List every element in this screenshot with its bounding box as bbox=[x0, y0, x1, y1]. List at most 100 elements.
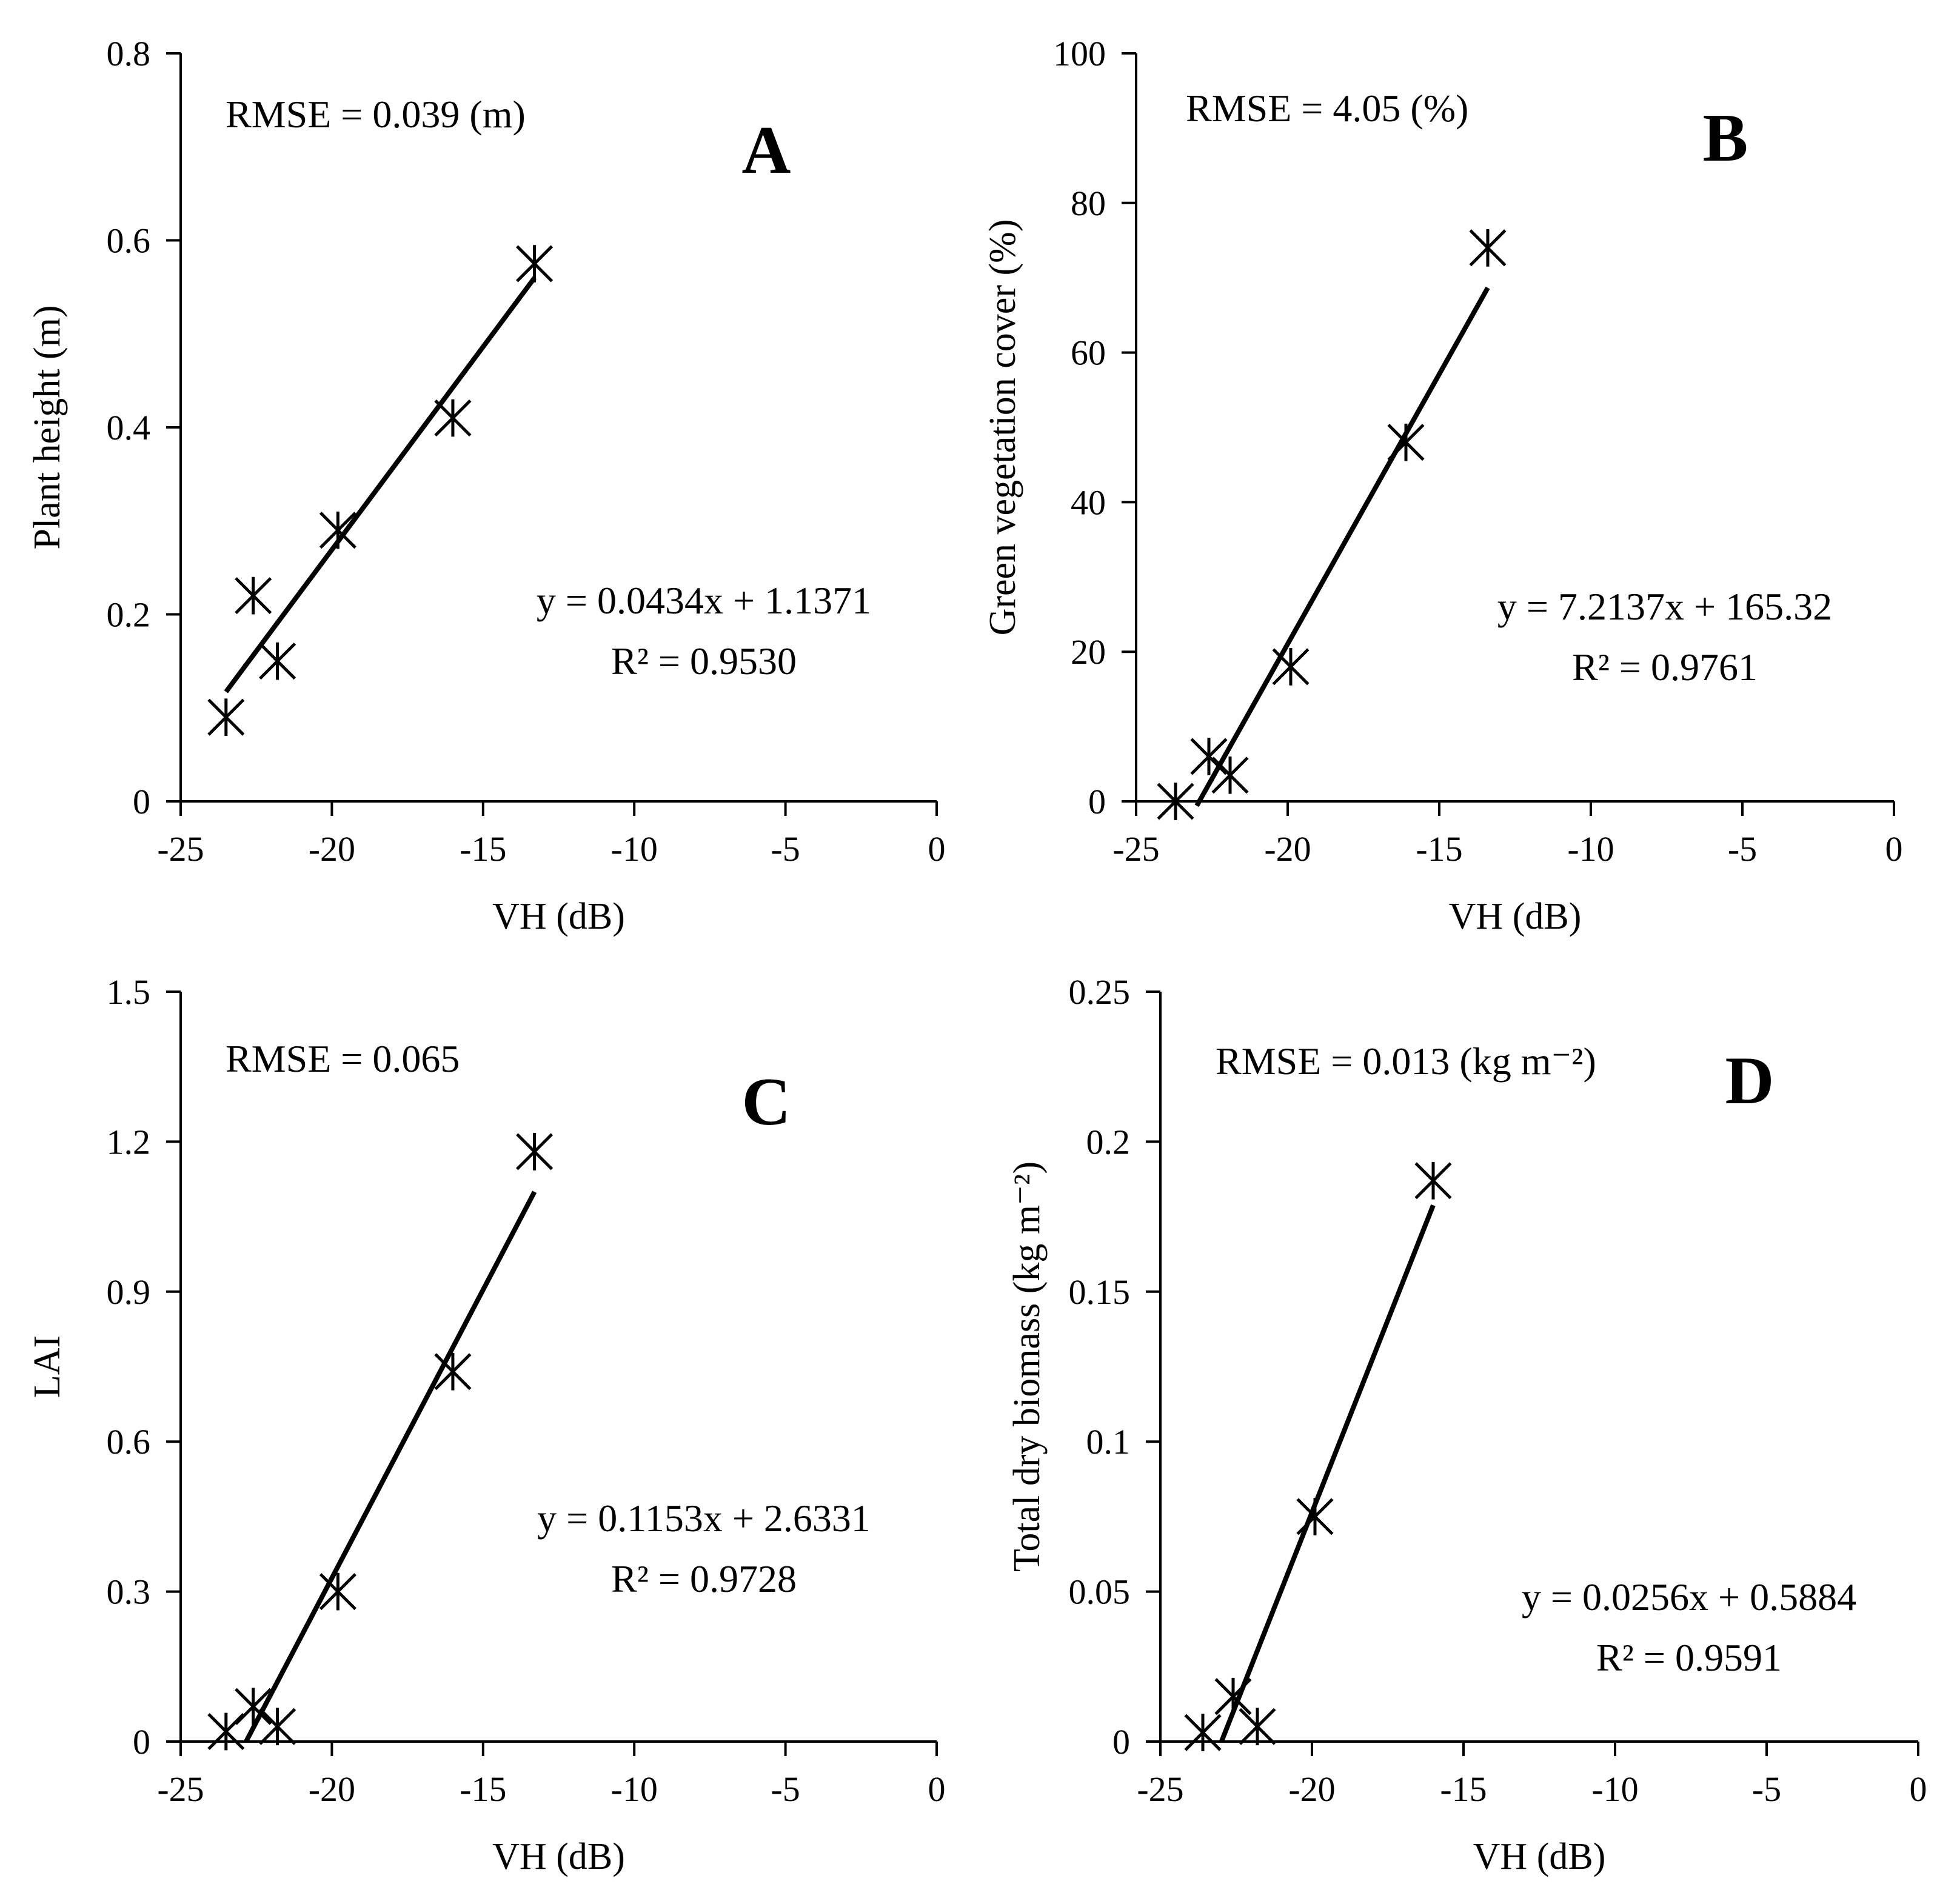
panel-c-y-tick-label: 0.3 bbox=[107, 1572, 151, 1612]
panel-a-x-tick-label: -25 bbox=[157, 829, 204, 869]
panel-c-data-point-6 bbox=[516, 1133, 554, 1171]
panel-d-data-point-1 bbox=[1184, 1714, 1222, 1752]
panel-d-y-tick-label: 0.15 bbox=[1069, 1272, 1131, 1312]
panel-d-x-tick-label: -5 bbox=[1752, 1769, 1781, 1809]
panel-a-data-point-4 bbox=[319, 511, 356, 549]
panel-a-y-tick-label: 0.4 bbox=[107, 408, 151, 447]
panel-c-x-tick-label: -5 bbox=[771, 1769, 800, 1809]
panel-d-letter: D bbox=[1725, 1043, 1775, 1118]
panel-d-x-axis-title: VH (dB) bbox=[1473, 1836, 1606, 1877]
panel-c: -25 -20 -15 -10 -5 0 0 0.3 0.6 0.9 1.2 1.5 VH (dB) LA… bbox=[27, 972, 946, 1877]
panel-b-equation-label: y = 7.2137x + 165.32 bbox=[1497, 585, 1832, 628]
panel-a-x-tick-label: -20 bbox=[309, 829, 355, 869]
panel-b-x-tick-label: -10 bbox=[1567, 829, 1614, 869]
panel-b-data-point-1 bbox=[1157, 783, 1194, 820]
panel-a-x-tick-label: -10 bbox=[611, 829, 658, 869]
panel-d-rmse-label: RMSE = 0.013 (kg m⁻²) bbox=[1216, 1040, 1596, 1083]
panel-a-data-point-2 bbox=[235, 576, 272, 615]
panel-a-y-tick-label: 0.6 bbox=[107, 221, 151, 261]
panel-a-trendline bbox=[224, 276, 537, 693]
panel-c-r2-label: R² = 0.9728 bbox=[611, 1557, 797, 1600]
panel-b-y-tick-label: 100 bbox=[1053, 34, 1106, 73]
panel-c-letter: C bbox=[742, 1064, 791, 1140]
panel-d-trendline bbox=[1219, 1204, 1436, 1742]
panel-b-letter: B bbox=[1703, 101, 1748, 176]
panel-b-x-tick-label: -25 bbox=[1112, 829, 1159, 869]
panel-d-y-tick-label: 0.05 bbox=[1069, 1572, 1131, 1612]
panel-b-x-tick-label: -5 bbox=[1728, 829, 1757, 869]
panel-c-x-axis-title: VH (dB) bbox=[492, 1836, 625, 1877]
panel-c-x-tick-label: -25 bbox=[157, 1769, 204, 1809]
panel-b-y-tick-label: 40 bbox=[1071, 483, 1106, 522]
panel-a-x-tick-label: -5 bbox=[771, 829, 800, 869]
panel-c-data-point-3 bbox=[259, 1708, 296, 1746]
panel-d-y-tick-label: 0.1 bbox=[1086, 1422, 1131, 1461]
panel-b-trendline bbox=[1194, 286, 1490, 807]
panel-c-data-point-2 bbox=[235, 1688, 272, 1726]
panel-b-x-tick-label: -20 bbox=[1264, 829, 1311, 869]
panel-b-x-axis-title: VH (dB) bbox=[1449, 896, 1582, 937]
panel-b-data-point-5 bbox=[1387, 423, 1425, 461]
panel-c-y-tick-label: 0.6 bbox=[107, 1422, 151, 1461]
panel-c-y-tick-label: 0.9 bbox=[107, 1272, 151, 1312]
panel-c-trendline bbox=[244, 1191, 537, 1743]
panel-a-y-axis-title: Plant height (m) bbox=[27, 306, 68, 550]
panel-d-x-tick-label: -20 bbox=[1288, 1769, 1335, 1809]
panel-c-equation-label: y = 0.1153x + 2.6331 bbox=[537, 1497, 871, 1540]
panel-b-data-point-2 bbox=[1190, 738, 1228, 775]
panel-d-y-tick-label: 0 bbox=[1112, 1722, 1130, 1762]
panel-d-x-tick-label: -10 bbox=[1591, 1769, 1638, 1809]
panel-a-data-point-1 bbox=[207, 698, 245, 737]
panel-c-x-tick-label: -15 bbox=[460, 1769, 506, 1809]
panel-b-data-point-6 bbox=[1469, 229, 1507, 267]
panel-d-y-tick-label: 0.25 bbox=[1069, 972, 1131, 1012]
panel-c-y-tick-label: 1.2 bbox=[107, 1122, 151, 1161]
panel-b-y-tick-label: 60 bbox=[1071, 333, 1106, 373]
panel-a-data-point-3 bbox=[259, 642, 296, 680]
panel-c-rmse-label: RMSE = 0.065 bbox=[226, 1037, 460, 1080]
panel-b-r2-label: R² = 0.9761 bbox=[1572, 646, 1758, 689]
panel-d-x-tick-label: 0 bbox=[1910, 1769, 1927, 1809]
panel-a-data-point-6 bbox=[516, 245, 554, 282]
panel-b-y-tick-label: 0 bbox=[1088, 782, 1106, 821]
panel-a-y-tick-label: 0 bbox=[133, 782, 150, 821]
panel-d-data-point-4 bbox=[1296, 1498, 1334, 1535]
panel-b-y-axis-title: Green vegetation cover (%) bbox=[982, 219, 1023, 636]
panel-b-data-point-3 bbox=[1211, 756, 1249, 794]
panel-d-data-point-2 bbox=[1214, 1677, 1252, 1715]
panel-a-r2-label: R² = 0.9530 bbox=[611, 640, 797, 683]
panel-c-data-point-4 bbox=[319, 1572, 356, 1611]
panel-d-r2-label: R² = 0.9591 bbox=[1596, 1636, 1782, 1679]
panel-a-rmse-label: RMSE = 0.039 (m) bbox=[226, 93, 526, 136]
panel-a-y-tick-label: 0.2 bbox=[107, 595, 151, 635]
panel-a: -25 -20 -15 -10 -5 0 0 0.2 0.4 0.6 0.8 VH (dB) Plant… bbox=[27, 34, 946, 937]
panel-d-x-tick-label: -15 bbox=[1440, 1769, 1487, 1809]
panel-a-x-tick-label: -15 bbox=[460, 829, 506, 869]
panel-a-x-axis-title: VH (dB) bbox=[492, 896, 625, 937]
panel-b-y-tick-label: 20 bbox=[1071, 632, 1106, 672]
panel-b-x-tick-label: -15 bbox=[1416, 829, 1462, 869]
panel-b-x-tick-label: 0 bbox=[1885, 829, 1903, 869]
panel-a-x-tick-label: 0 bbox=[928, 829, 946, 869]
panel-b-data-point-4 bbox=[1272, 648, 1310, 686]
panel-a-letter: A bbox=[742, 113, 791, 188]
panel-d-x-tick-label: -25 bbox=[1137, 1769, 1183, 1809]
panel-d-y-axis-title: Total dry biomass (kg m⁻²) bbox=[1006, 1161, 1048, 1572]
panel-d-equation-label: y = 0.0256x + 0.5884 bbox=[1522, 1575, 1856, 1618]
panel-c-x-tick-label: -10 bbox=[611, 1769, 658, 1809]
panel-c-y-tick-label: 0 bbox=[133, 1722, 150, 1762]
panel-a-data-point-5 bbox=[434, 399, 472, 437]
panel-c-data-point-1 bbox=[207, 1712, 245, 1751]
panel-c-data-point-5 bbox=[434, 1352, 472, 1391]
panel-c-x-tick-label: -20 bbox=[309, 1769, 355, 1809]
panel-b-y-tick-label: 80 bbox=[1071, 184, 1106, 223]
panel-d-y-tick-label: 0.2 bbox=[1086, 1122, 1131, 1161]
panel-c-x-tick-label: 0 bbox=[928, 1769, 946, 1809]
panel-c-y-axis-title: LAI bbox=[27, 1335, 68, 1398]
panel-a-equation-label: y = 0.0434x + 1.1371 bbox=[537, 579, 871, 622]
panel-d: -25 -20 -15 -10 -5 0 0 0.05 0.1 0.15 0.2 0.25 VH (dB… bbox=[1006, 972, 1927, 1877]
panel-a-y-tick-label: 0.8 bbox=[107, 34, 151, 73]
panel-d-data-point-5 bbox=[1414, 1161, 1452, 1200]
panel-b-rmse-label: RMSE = 4.05 (%) bbox=[1186, 87, 1468, 130]
